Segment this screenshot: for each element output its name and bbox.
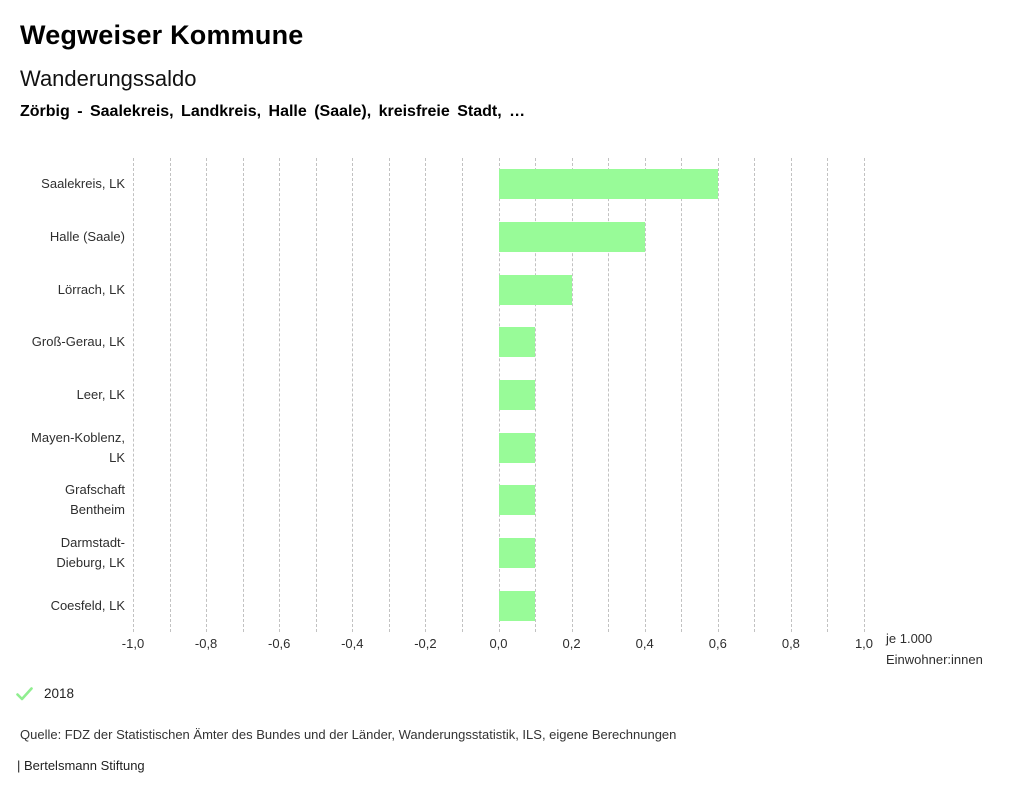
- category-label-line: Mayen-Koblenz,: [31, 429, 125, 445]
- source-text: Quelle: FDZ der Statistischen Ämter des …: [20, 727, 677, 742]
- check-icon: [16, 686, 33, 701]
- bar-l-rrach-lk: [498, 274, 572, 305]
- category-label: Mayen-Koblenz, LK: [0, 421, 125, 474]
- gridline: [644, 158, 646, 632]
- x-axis-unit-line-1: je 1.000: [886, 631, 933, 646]
- gridline: [717, 158, 719, 632]
- category-labels: Saalekreis, LK Halle (Saale) Lörrach, LK Gr…: [0, 158, 125, 632]
- gridline: [425, 158, 427, 632]
- gridline: [352, 158, 354, 632]
- category-label-line: Leer, LK: [76, 386, 125, 402]
- bar-mayen-koblenz-lk: [498, 432, 536, 463]
- chart-title: Wanderungssaldo: [20, 66, 197, 91]
- category-label-line: Saalekreis, LK: [41, 176, 125, 192]
- category-label-line: Groß-Gerau, LK: [31, 334, 125, 350]
- bar-grafschaft-bentheim: [498, 485, 536, 516]
- plot-area: [133, 158, 865, 632]
- gridline: [754, 158, 756, 632]
- gridline: [388, 158, 390, 632]
- gridline: [242, 158, 244, 632]
- gridline: [133, 158, 134, 632]
- category-label-line: Lörrach, LK: [57, 281, 125, 297]
- gridline: [535, 158, 537, 632]
- category-label-line: LK: [109, 449, 125, 465]
- bar-saalekreis-lk: [498, 169, 718, 200]
- gridline: [681, 158, 683, 632]
- branding-text: | Bertelsmann Stiftung: [17, 758, 145, 773]
- category-label-line: Bentheim: [70, 502, 125, 518]
- x-tick-label: 0,6: [708, 636, 727, 651]
- category-label: Darmstadt- Dieburg, LK: [0, 527, 125, 580]
- category-label: Grafschaft Bentheim: [0, 474, 125, 527]
- legend-item-2018[interactable]: 2018: [16, 686, 74, 701]
- gridline: [461, 158, 463, 632]
- category-label-line: Darmstadt-: [60, 534, 125, 550]
- gridline: [571, 158, 573, 632]
- x-tick-label: -0,8: [194, 636, 218, 651]
- gridline: [169, 158, 171, 632]
- x-axis-unit-label: je 1.000 Einwohner:innen: [886, 628, 983, 670]
- x-tick-label: 0,4: [635, 636, 654, 651]
- gridline: [315, 158, 317, 632]
- x-tick-label: -1,0: [121, 636, 145, 651]
- category-label-line: Dieburg, LK: [56, 554, 125, 570]
- bar-halle-saale-: [498, 222, 645, 252]
- x-tick-label: 1,0: [854, 636, 874, 651]
- category-label: Halle (Saale): [0, 211, 125, 264]
- x-axis-unit-line-2: Einwohner:innen: [886, 652, 983, 667]
- legend-year-label: 2018: [44, 686, 75, 701]
- category-label-line: Grafschaft: [65, 482, 125, 498]
- chart-context-line: Zörbig - Saalekreis, Landkreis, Halle (S…: [20, 103, 526, 120]
- x-tick-label: -0,2: [414, 636, 437, 651]
- category-label-line: Halle (Saale): [49, 228, 125, 244]
- category-label: Saalekreis, LK: [0, 158, 125, 211]
- category-label: Lörrach, LK: [0, 263, 125, 316]
- gridline: [608, 158, 610, 632]
- bar-coesfeld-lk: [498, 590, 536, 621]
- gridline: [790, 158, 792, 632]
- page-title: Wegweiser Kommune: [20, 20, 304, 50]
- x-tick-label: -0,4: [341, 636, 364, 651]
- bar-gro-gerau-lk: [498, 327, 536, 358]
- category-label: Groß-Gerau, LK: [0, 316, 125, 369]
- x-tick-label: -0,6: [267, 636, 291, 651]
- x-tick-label: 0,2: [562, 636, 581, 651]
- gridline: [279, 158, 281, 632]
- category-label-line: Coesfeld, LK: [50, 597, 125, 613]
- x-tick-label: 0,8: [781, 636, 800, 651]
- gridline: [827, 158, 829, 632]
- category-label: Coesfeld, LK: [0, 579, 125, 632]
- gridline: [206, 158, 208, 632]
- category-label: Leer, LK: [0, 369, 125, 422]
- x-axis: -1,0 -0,8 -0,6 -0,4 -0,2 0,0 0,2 0,4 0,6 0,8 1,0: [0, 636, 1024, 656]
- gridline: [864, 158, 865, 632]
- bar-darmstadt-dieburg-lk: [498, 538, 536, 568]
- bar-leer-lk: [498, 380, 536, 410]
- x-tick-label: 0,0: [489, 636, 508, 651]
